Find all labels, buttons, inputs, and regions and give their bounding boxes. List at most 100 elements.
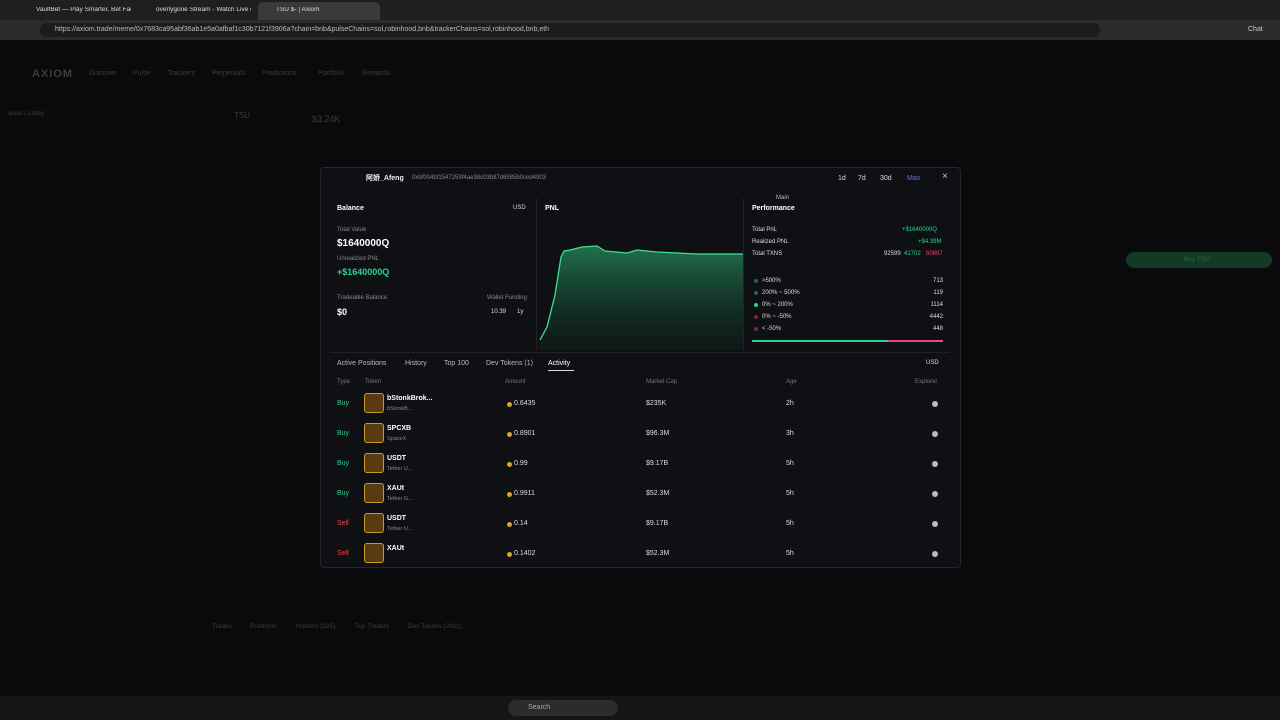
bottom-tab[interactable]: Holders (325) [296,623,336,630]
nav-link[interactable]: Trackers [168,70,195,77]
bottom-tab[interactable]: Trades [212,623,232,630]
currency-toggle[interactable]: USD [513,205,526,211]
bottom-tab[interactable]: Positions [250,623,277,630]
age: 5h [786,490,794,497]
label: Total Value [337,227,367,233]
token-icon [364,393,384,413]
tab[interactable]: Active Positions [337,360,387,367]
market-cap: $52.3M [646,490,670,497]
tab[interactable]: Activity [548,360,571,367]
market-cap: $9.17B [646,520,669,527]
nav-link[interactable]: Perpetuals [212,70,246,77]
bnb-icon [507,552,512,557]
bnb-icon [507,462,512,467]
bucket-label: 0% ~ -50% [762,314,792,320]
search-label[interactable]: Search [528,704,551,711]
buy-button [1126,252,1272,268]
timeframe[interactable]: 7d [858,175,866,182]
label: Total TXNS [752,251,783,257]
buy-label[interactable]: Buy TSU [1184,256,1210,263]
explorer-link [932,461,938,467]
txns-buy: 41702 [904,251,921,257]
token-icon [364,513,384,533]
bottom-tab[interactable]: Top Traders [355,623,390,630]
browser-tab[interactable]: VaultBet — Play Smarter, Bet Fair [36,7,131,13]
divider [743,198,744,350]
section-title: PNL [545,205,559,212]
token-sub: Tether U... [387,526,413,532]
bnb-icon [507,492,512,497]
lobby: quiso's Lobby [8,111,45,117]
token-name: XAUt [387,545,405,552]
token-icon [364,483,384,503]
active-tab-underline [548,370,574,371]
modal [320,167,961,568]
total-value: $1640000Q [337,238,390,249]
bucket-count: 448 [932,326,943,332]
token-symbol: TSU [234,111,250,120]
buy-ratio-bar [752,340,888,342]
column-header: Age [786,379,797,385]
tradeable-balance: $0 [337,307,348,317]
label: Tradeable Balance [337,295,388,301]
market-cap: $235K [646,400,667,407]
bottom-tab[interactable]: Dev Tokens (2411) [408,623,462,630]
label: Total PnL [752,227,778,233]
tab[interactable]: Top 100 [444,360,469,367]
bnb-icon [507,522,512,527]
column-header: Type [337,379,351,385]
browser-tab[interactable]: overlygone Stream - Watch Live o [156,7,251,13]
browser-tab[interactable]: TSU $- | Axiom [276,7,320,13]
trade-type: Sell [337,520,349,527]
explorer-link [932,491,938,497]
bucket-count: 119 [933,290,943,296]
bucket-count: 1114 [930,302,943,308]
amount: 0.99 [514,460,528,467]
trade-type: Buy [337,460,350,467]
nav-link[interactable]: Discover [89,70,117,77]
trade-type: Buy [337,490,350,497]
url: https://axiom.trade/meme/0x7683ca95abf36… [55,26,550,33]
close-button[interactable]: × [942,171,948,182]
nav-link[interactable]: Rewards [362,70,390,77]
txns-sell: 50897 [926,251,943,257]
nav-link[interactable]: Predictions [262,70,297,77]
taskbar-search[interactable] [508,700,618,716]
url-field[interactable] [40,23,1100,37]
market-cap: $96.3M [646,430,670,437]
nav-link[interactable]: Portfolio [318,70,344,77]
sell-ratio-bar [888,340,943,342]
currency-toggle[interactable]: USD [926,360,939,366]
amount: 0.14 [514,520,528,527]
nav-link[interactable]: Pulse [133,70,151,77]
explorer-link [932,431,938,437]
timeframe[interactable]: Max [907,175,921,182]
age: 5h [786,520,794,527]
amount: 0.1402 [514,550,536,557]
funding-age: 1y [517,309,524,315]
divider [330,352,950,353]
column-header: Amount [505,379,526,385]
age: 5h [786,550,794,557]
age: 5h [786,460,794,467]
tab[interactable]: Dev Tokens (1) [486,360,533,367]
section-title: Balance [337,205,364,212]
funding-amount: 10.39 [491,309,507,315]
tab[interactable]: History [405,360,427,367]
amount: 0.9911 [514,490,535,497]
token-sub: bStonkB... [387,406,413,412]
timeframe[interactable]: 1d [838,175,846,182]
bucket-dot [754,279,758,283]
bucket-dot [754,315,758,319]
chat-button[interactable]: Chat [1248,26,1263,33]
wallet-name: 阿娇_Afeng [366,175,404,182]
token-name: SPCXB [387,425,412,432]
token-sub: Tether U... [387,466,413,472]
token-name: XAUt [387,485,405,492]
taskbar [0,696,1280,720]
timeframe[interactable]: 30d [880,175,892,182]
wallet-address[interactable]: 0xbf004bf1547259f4ae38c03b87d6985b0ced49… [412,175,547,181]
bucket-dot [754,303,758,307]
token-name: USDT [387,455,407,462]
